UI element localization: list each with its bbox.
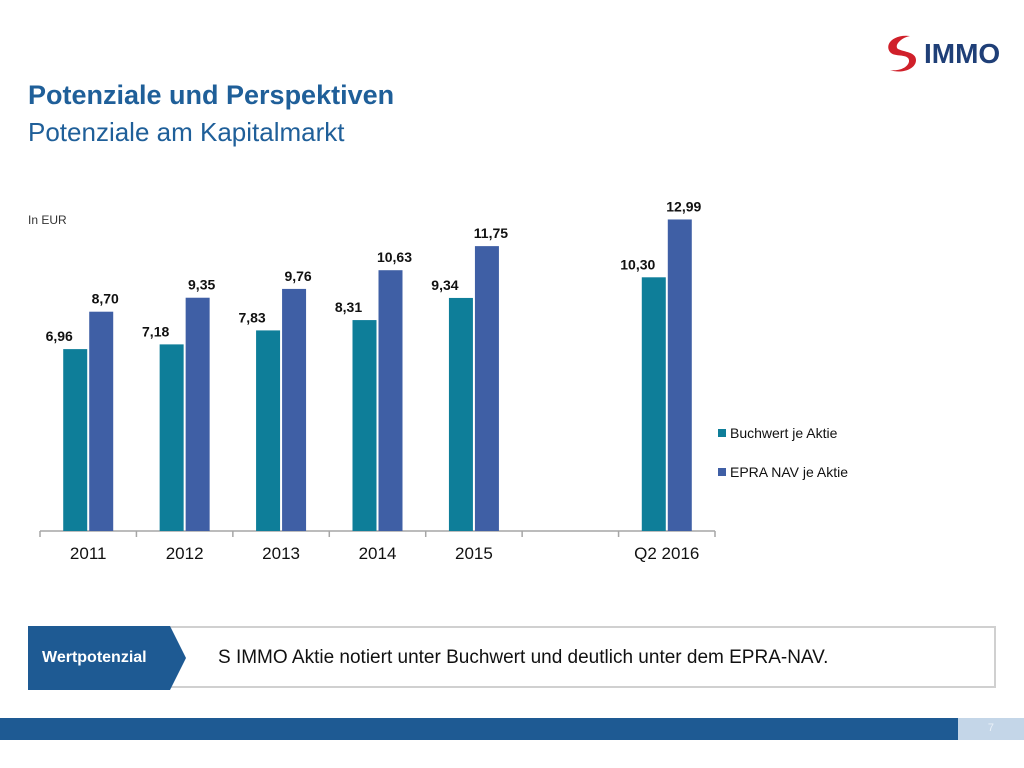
data-label: 10,30 [620, 256, 655, 272]
x-tick-label: 2012 [166, 544, 204, 563]
footer-bar [0, 718, 958, 740]
company-logo: IMMO [880, 32, 1000, 76]
page-title: Potenziale und Perspektiven [28, 80, 395, 110]
legend-label: Buchwert je Aktie [730, 425, 838, 441]
bar-book-value [352, 320, 377, 531]
bar-book-value [641, 277, 666, 531]
data-label: 9,76 [284, 268, 311, 284]
legend-swatch-epra-nav [718, 468, 726, 476]
bar-epra-nav [474, 246, 499, 531]
page-subtitle: Potenziale am Kapitalmarkt [28, 117, 345, 147]
s-swirl-icon [888, 35, 916, 72]
callout-box: Wertpotenzial S IMMO Aktie notiert unter… [28, 626, 996, 690]
chart-unit-label: In EUR [28, 213, 67, 227]
legend-item-epra-nav: EPRA NAV je Aktie [718, 464, 848, 480]
x-tick-label: 2013 [262, 544, 300, 563]
bar-book-value [159, 344, 184, 531]
bar-book-value [448, 297, 473, 531]
data-label: 9,34 [431, 277, 458, 293]
data-label: 8,70 [92, 291, 119, 307]
bar-book-value [256, 330, 281, 531]
data-label: 11,75 [474, 225, 508, 241]
bar-epra-nav [667, 219, 692, 531]
x-tick-label: Q2 2016 [634, 544, 699, 563]
data-label: 9,35 [188, 277, 215, 293]
callout-tag-label: Wertpotenzial [42, 649, 147, 666]
data-label: 10,63 [377, 249, 412, 265]
page-number: 7 [987, 722, 994, 734]
logo-text: IMMO [924, 38, 1001, 69]
x-tick-label: 2011 [70, 544, 107, 563]
bar-epra-nav [282, 288, 307, 531]
bar-epra-nav [89, 311, 114, 531]
data-label: 12,99 [666, 198, 701, 214]
data-label: 7,83 [238, 309, 265, 325]
legend-label: EPRA NAV je Aktie [730, 464, 849, 480]
data-label: 8,31 [335, 299, 362, 315]
bar-book-value [63, 349, 88, 531]
page-number-box: 7 [958, 718, 1024, 740]
data-label: 7,18 [142, 323, 169, 339]
bar-chart: 2011 6,96 8,70 2012 7,18 9,35 2013 7,83 9,76 2014… [39, 198, 716, 563]
x-tick-label: 2014 [359, 544, 397, 563]
bar-epra-nav [378, 270, 403, 531]
x-tick-label: 2015 [455, 544, 493, 563]
legend-item-book-value: Buchwert je Aktie [718, 425, 837, 441]
callout-text: S IMMO Aktie notiert unter Buchwert und … [218, 647, 829, 668]
data-label: 6,96 [46, 328, 73, 344]
legend-swatch-book-value [718, 429, 726, 437]
bar-epra-nav [185, 297, 210, 531]
callout-tag-arrow [28, 626, 186, 690]
